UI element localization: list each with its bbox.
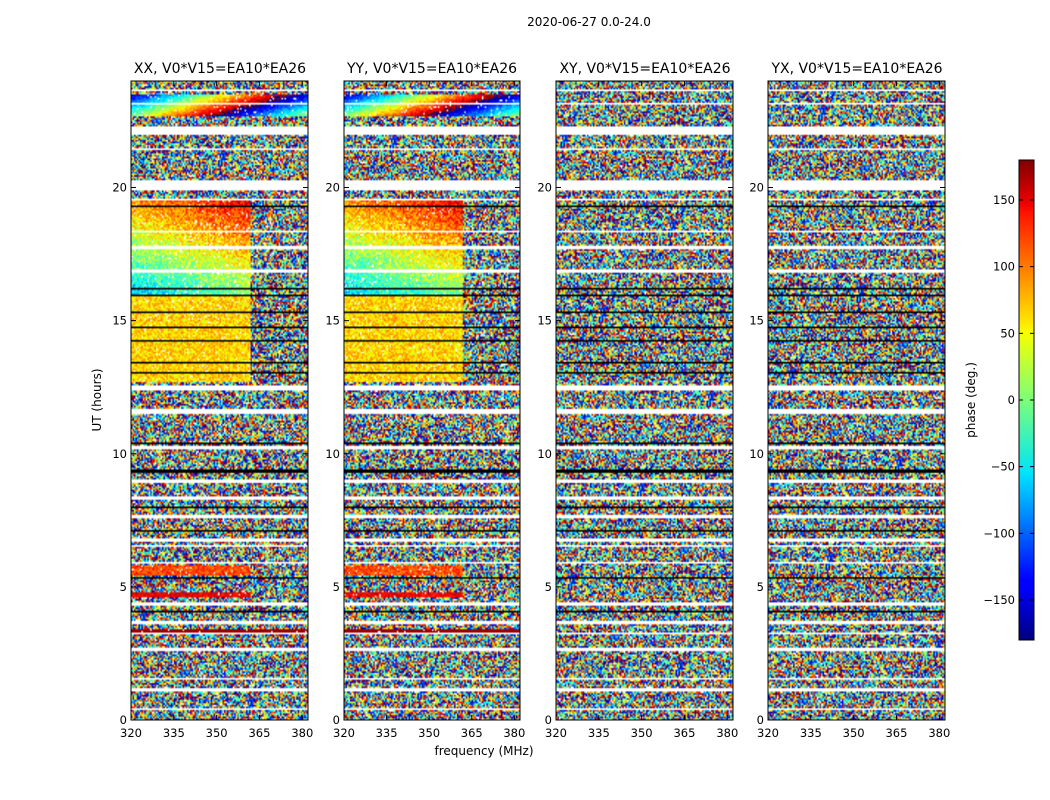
x-tick-label: 335 (376, 726, 398, 740)
y-tick-label: 5 (757, 580, 764, 594)
plot-frame (767, 80, 946, 721)
x-tick-label: 365 (461, 726, 483, 740)
panel-xx: XX, V0*V15=EA10*EA26 320 335 350 365 380 0 5 1… (112, 61, 313, 740)
colorbar-tick-label: −100 (983, 526, 1015, 540)
x-tick-label: 320 (120, 726, 142, 740)
x-tick-label: 380 (503, 726, 525, 740)
panel-xy: XY, V0*V15=EA10*EA26 320 335 350 365 380 0 5 1… (537, 61, 738, 740)
plot-frame (130, 80, 309, 721)
y-tick-label: 15 (537, 314, 552, 328)
figure-suptitle: 2020-06-27 0.0-24.0 (527, 15, 651, 29)
y-tick-label: 0 (757, 713, 764, 727)
panel-title: YY, V0*V15=EA10*EA26 (346, 61, 517, 77)
y-tick-label: 0 (545, 713, 552, 727)
y-tick-label: 5 (333, 580, 340, 594)
x-tick-label: 320 (545, 726, 567, 740)
colorbar-tick-label: 50 (1000, 326, 1015, 340)
y-tick-label: 10 (325, 447, 340, 461)
x-axis-label: frequency (MHz) (434, 744, 533, 758)
x-tick-label: 380 (716, 726, 738, 740)
x-axis: 320 335 350 365 380 (120, 81, 313, 740)
phase-heatmap (556, 81, 733, 720)
y-tick-label: 15 (325, 314, 340, 328)
x-tick-label: 365 (673, 726, 695, 740)
x-tick-label: 350 (206, 726, 228, 740)
x-axis: 320 335 350 365 380 (333, 81, 525, 740)
x-tick-label: 365 (248, 726, 270, 740)
colorbar-label: phase (deg.) (964, 362, 978, 438)
y-tick-label: 20 (325, 181, 340, 195)
y-axis: 0 5 10 15 20 (749, 181, 945, 727)
y-axis-label: UT (hours) (90, 368, 104, 431)
colorbar-tick-label: 0 (1008, 393, 1015, 407)
x-tick-label: 350 (418, 726, 440, 740)
panel-yx: YX, V0*V15=EA10*EA26 320 335 350 365 380 0 5 1… (749, 61, 950, 740)
y-axis: 0 5 10 15 20 (112, 181, 308, 727)
y-tick-label: 5 (120, 580, 127, 594)
x-tick-label: 350 (843, 726, 865, 740)
x-tick-label: 335 (588, 726, 610, 740)
y-tick-label: 15 (112, 314, 127, 328)
y-tick-label: 0 (333, 713, 340, 727)
x-axis: 320 335 350 365 380 (757, 81, 950, 740)
x-tick-label: 380 (291, 726, 313, 740)
panel-title: XY, V0*V15=EA10*EA26 (559, 61, 730, 77)
x-tick-label: 380 (928, 726, 950, 740)
colorbar-tick-label: 150 (993, 193, 1015, 207)
x-tick-label: 320 (757, 726, 779, 740)
x-tick-label: 350 (631, 726, 653, 740)
colorbar-ticks: 150 100 50 0 −50 −100 −150 (983, 193, 1034, 607)
y-axis: 0 5 10 15 20 (537, 181, 733, 727)
x-tick-label: 335 (800, 726, 822, 740)
panel-title: XX, V0*V15=EA10*EA26 (134, 61, 306, 77)
y-tick-label: 20 (112, 181, 127, 195)
y-tick-label: 0 (120, 713, 127, 727)
y-axis: 0 5 10 15 20 (325, 181, 520, 727)
y-tick-label: 20 (537, 181, 552, 195)
plot-frame (343, 80, 521, 721)
x-tick-label: 320 (333, 726, 355, 740)
plot-frame (555, 80, 734, 721)
x-tick-label: 335 (163, 726, 185, 740)
y-tick-label: 10 (749, 447, 764, 461)
colorbar: 150 100 50 0 −50 −100 −150 phase (deg.) (964, 159, 1035, 641)
panel-title: YX, V0*V15=EA10*EA26 (770, 61, 942, 77)
y-tick-label: 5 (545, 580, 552, 594)
phase-heatmap (344, 81, 520, 720)
colorbar-tick-label: −50 (991, 460, 1015, 474)
colorbar-tick-label: −150 (983, 593, 1015, 607)
y-tick-label: 20 (749, 181, 764, 195)
y-tick-label: 10 (537, 447, 552, 461)
y-tick-label: 10 (112, 447, 127, 461)
phase-heatmap (768, 81, 945, 720)
y-tick-label: 15 (749, 314, 764, 328)
x-tick-label: 365 (885, 726, 907, 740)
x-axis: 320 335 350 365 380 (545, 81, 738, 740)
phase-heatmap (131, 81, 308, 720)
colorbar-tick-label: 100 (993, 260, 1015, 274)
panel-yy: YY, V0*V15=EA10*EA26 320 335 350 365 380 0 5 1… (325, 61, 525, 740)
